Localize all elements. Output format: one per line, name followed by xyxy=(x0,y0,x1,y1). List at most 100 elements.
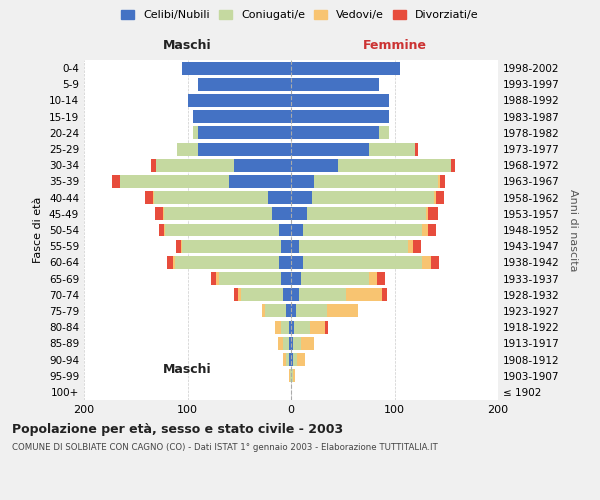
Bar xyxy=(234,288,238,301)
Bar xyxy=(275,320,281,334)
Bar xyxy=(368,142,415,156)
Bar xyxy=(291,272,301,285)
Bar xyxy=(382,288,387,301)
Bar xyxy=(440,175,445,188)
Bar xyxy=(198,78,291,91)
Bar xyxy=(291,304,296,318)
Bar xyxy=(299,288,346,301)
Bar xyxy=(291,240,299,252)
Bar xyxy=(151,159,157,172)
Bar xyxy=(289,320,291,334)
Bar xyxy=(187,94,291,107)
Bar xyxy=(177,142,198,156)
Bar xyxy=(438,175,440,188)
Bar xyxy=(262,304,265,318)
Bar xyxy=(451,159,455,172)
Bar xyxy=(175,256,278,269)
Bar xyxy=(182,62,291,74)
Bar xyxy=(289,337,291,350)
Bar xyxy=(422,224,428,236)
Bar xyxy=(293,353,297,366)
Text: Femmine: Femmine xyxy=(362,40,427,52)
Text: Popolazione per età, sesso e stato civile - 2003: Popolazione per età, sesso e stato civil… xyxy=(12,422,343,436)
Bar xyxy=(241,288,283,301)
Bar xyxy=(291,175,314,188)
Bar xyxy=(281,272,291,285)
Bar xyxy=(291,110,389,123)
Bar xyxy=(158,224,164,236)
Bar xyxy=(301,337,314,350)
Bar xyxy=(283,337,289,350)
Bar xyxy=(272,208,291,220)
Bar xyxy=(265,304,286,318)
Bar xyxy=(434,191,436,204)
Bar xyxy=(436,191,444,204)
Bar xyxy=(281,320,289,334)
Bar xyxy=(286,353,289,366)
Bar xyxy=(304,256,422,269)
Bar xyxy=(165,224,278,236)
Bar xyxy=(291,62,400,74)
Bar xyxy=(297,353,305,366)
Bar xyxy=(291,191,312,204)
Bar xyxy=(154,191,268,204)
Bar xyxy=(338,159,451,172)
Bar xyxy=(198,126,291,140)
Bar xyxy=(278,224,291,236)
Bar xyxy=(211,272,217,285)
Bar xyxy=(291,224,304,236)
Bar xyxy=(293,337,301,350)
Bar xyxy=(425,208,428,220)
Bar xyxy=(307,208,425,220)
Bar xyxy=(304,224,422,236)
Bar xyxy=(145,191,154,204)
Bar xyxy=(112,175,120,188)
Bar xyxy=(408,240,413,252)
Bar xyxy=(422,256,431,269)
Bar xyxy=(268,191,291,204)
Bar xyxy=(278,256,291,269)
Bar xyxy=(176,240,181,252)
Bar xyxy=(164,224,165,236)
Bar xyxy=(310,320,325,334)
Bar xyxy=(182,240,281,252)
Bar xyxy=(377,272,385,285)
Bar xyxy=(278,337,283,350)
Legend: Celibi/Nubili, Coniugati/e, Vedovi/e, Divorziati/e: Celibi/Nubili, Coniugati/e, Vedovi/e, Di… xyxy=(117,6,483,25)
Text: Maschi: Maschi xyxy=(163,362,212,376)
Bar xyxy=(238,288,241,301)
Bar xyxy=(291,288,299,301)
Text: Maschi: Maschi xyxy=(163,40,212,52)
Bar xyxy=(294,320,310,334)
Bar xyxy=(413,240,421,252)
Bar xyxy=(164,208,272,220)
Bar xyxy=(346,288,382,301)
Bar xyxy=(198,142,291,156)
Bar xyxy=(291,159,338,172)
Bar xyxy=(312,191,434,204)
Bar xyxy=(314,175,438,188)
Bar xyxy=(291,256,304,269)
Bar xyxy=(291,208,307,220)
Bar xyxy=(291,320,294,334)
Bar xyxy=(229,175,291,188)
Bar xyxy=(286,304,291,318)
Bar xyxy=(234,159,291,172)
Bar xyxy=(428,208,438,220)
Bar xyxy=(163,208,164,220)
Bar xyxy=(293,369,295,382)
Bar xyxy=(327,304,358,318)
Bar xyxy=(325,320,328,334)
Bar xyxy=(289,353,291,366)
Bar xyxy=(291,142,368,156)
Y-axis label: Anni di nascita: Anni di nascita xyxy=(568,188,578,271)
Bar xyxy=(217,272,218,285)
Bar xyxy=(368,272,377,285)
Bar xyxy=(291,337,293,350)
Bar xyxy=(431,256,439,269)
Bar xyxy=(281,240,291,252)
Bar xyxy=(283,288,291,301)
Bar xyxy=(296,304,327,318)
Bar xyxy=(167,256,173,269)
Bar xyxy=(193,110,291,123)
